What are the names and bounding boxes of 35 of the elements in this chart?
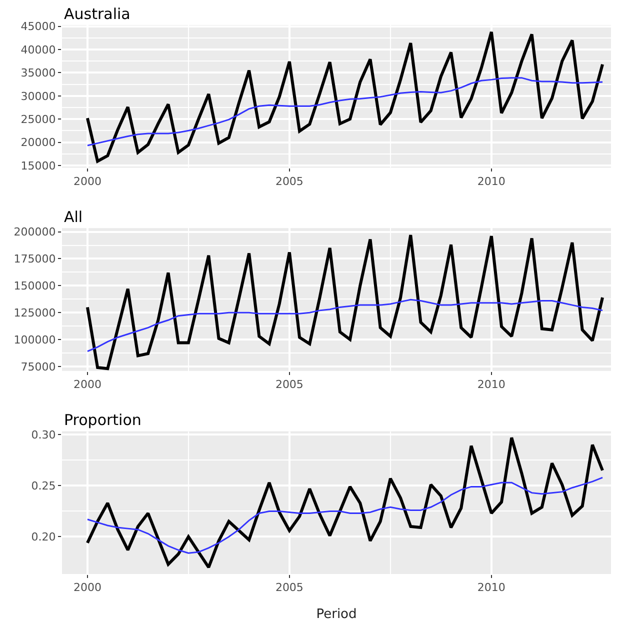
line-series	[86, 436, 604, 569]
chart-title: Australia	[64, 5, 130, 23]
x-tick-label: 2000	[73, 378, 102, 392]
y-tick-label: 100000	[14, 333, 56, 346]
y-tick-label: 25000	[20, 112, 56, 126]
y-tick-label: 0.25	[31, 480, 56, 493]
line-series	[86, 476, 604, 554]
x-tick-label: 2010	[477, 174, 506, 188]
chart-title: All	[64, 208, 83, 226]
line-series	[86, 234, 604, 370]
chart-title: Proportion	[64, 411, 142, 429]
y-tick-label: 0.30	[31, 428, 56, 442]
y-tick-label: 15000	[20, 159, 56, 172]
x-tick-label: 2000	[73, 174, 102, 188]
line-series	[86, 77, 604, 146]
line-series	[86, 30, 604, 163]
x-tick-label: 2005	[275, 378, 304, 392]
y-tick-label: 20000	[20, 136, 56, 150]
x-tick-label: 2010	[477, 378, 506, 392]
x-tick-label: 2005	[275, 581, 304, 594]
y-tick-label: 200000	[14, 226, 56, 239]
y-tick-label: 75000	[20, 360, 56, 374]
x-axis-title: Period	[316, 606, 357, 622]
y-tick-label: 150000	[14, 280, 56, 293]
x-tick-label: 2010	[477, 581, 506, 594]
line-series	[86, 298, 604, 352]
y-tick-label: 35000	[20, 66, 56, 80]
y-tick-label: 175000	[14, 252, 56, 266]
x-tick-label: 2005	[275, 174, 304, 188]
y-tick-label: 125000	[14, 306, 56, 320]
y-tick-label: 45000	[20, 20, 56, 34]
y-tick-label: 30000	[20, 90, 56, 103]
y-tick-label: 0.20	[31, 530, 56, 544]
y-tick-label: 40000	[20, 43, 56, 56]
x-tick-label: 2000	[73, 581, 102, 594]
